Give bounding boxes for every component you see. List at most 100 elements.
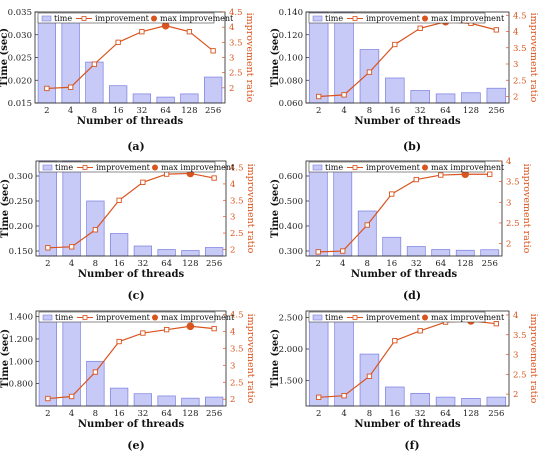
improvement-marker	[67, 84, 74, 90]
plot-frame	[35, 310, 227, 407]
left-tick-label: 0.020	[8, 76, 32, 86]
time-bar	[308, 316, 329, 407]
x-tick-label: 2	[45, 259, 50, 269]
y-axis-label: Time (sec)	[270, 179, 281, 238]
legend-time-swatch	[41, 15, 52, 22]
time-bar	[181, 397, 200, 407]
time-bar	[382, 236, 402, 257]
right-tick-label: 3.5	[230, 196, 244, 206]
left-tick-label: 0.250	[9, 197, 33, 207]
improvement-marker	[487, 171, 493, 177]
time-bar	[133, 393, 153, 407]
x-tick-label: 16	[114, 259, 125, 269]
x-tick-label: 16	[389, 409, 400, 419]
improvement-line	[318, 173, 490, 253]
y-axis-label: Time (sec)	[0, 329, 11, 388]
left-tick-label: 0.030	[8, 31, 32, 41]
x-tick-label: 256	[206, 259, 222, 269]
time-bar	[308, 165, 328, 257]
right-tick-label: 4	[513, 28, 518, 38]
right-tick-label: 3.5	[229, 38, 243, 48]
improvement-marker	[92, 369, 99, 375]
x-tick-label: 32	[137, 409, 148, 419]
max-improvement-point	[161, 21, 170, 30]
time-bar	[334, 316, 354, 407]
legend-improvement-marker	[81, 16, 87, 21]
legend-time-swatch	[42, 314, 53, 321]
y-right-axis-label: improvement ratio	[528, 13, 539, 103]
improvement-line	[47, 172, 215, 249]
x-tick-label: 128	[182, 259, 198, 269]
x-axis-label: Number of threads	[78, 269, 185, 280]
improvement-line	[46, 25, 214, 90]
improvement-marker	[68, 393, 75, 400]
y-right-axis-label: improvement ratio	[245, 164, 256, 254]
x-tick-label: 4	[341, 106, 346, 116]
improvement-marker	[45, 395, 51, 402]
improvement-marker	[340, 248, 346, 254]
legend-max-marker	[422, 15, 428, 22]
time-bar	[410, 90, 430, 104]
time-bar	[109, 387, 129, 407]
right-tick-label: 4	[229, 23, 234, 33]
legend-improvement-marker	[352, 16, 358, 21]
improvement-marker	[163, 327, 170, 333]
legend-time-swatch	[42, 164, 53, 171]
improvement-marker	[493, 321, 499, 327]
right-tick-label: 3	[230, 213, 235, 223]
y-right-axis-label: improvement ratio	[245, 314, 256, 404]
chart-panel-1: 0.015 0.020 0.025 0.030 0.035 2 2.5 3 3.5 4 4.5 2 4 8…	[0, 8, 255, 153]
x-axis-label: Number of threads	[351, 269, 458, 280]
improvement-marker	[210, 48, 216, 54]
right-tick-label: 4	[513, 311, 518, 321]
right-tick-label: 3.5	[513, 44, 527, 54]
left-tick-label: 0.060	[279, 99, 303, 109]
x-tick-label: 2	[316, 259, 321, 269]
right-tick-label: 3	[229, 54, 234, 64]
improvement-marker	[315, 249, 321, 255]
x-tick-label: 8	[93, 409, 98, 419]
x-tick-label: 32	[411, 259, 422, 269]
improvement-marker	[116, 197, 122, 203]
improvement-marker	[392, 41, 398, 48]
time-bar	[333, 165, 353, 257]
legend-improvement-marker	[352, 165, 358, 170]
improvement-marker	[417, 25, 423, 31]
x-axis-label: Number of threads	[354, 419, 461, 430]
right-tick-label: 3.5	[230, 344, 244, 354]
improvement-marker	[44, 85, 50, 92]
improvement-marker	[140, 179, 146, 185]
time-bar	[461, 92, 481, 104]
x-axis-label: Number of threads	[77, 116, 184, 127]
legend-box	[38, 161, 216, 173]
legend-max-label: max improvement	[160, 14, 234, 23]
time-bar	[406, 246, 426, 257]
legend-max-marker	[152, 314, 158, 321]
x-tick-label: 32	[136, 106, 147, 116]
chart-panel-5: 0.800 1.000 1.200 1.400 2 2.5 3 3.5 4 4.5 2 4 8 16 32 6…	[0, 310, 256, 452]
right-tick-label: 4	[230, 327, 235, 337]
improvement-marker	[417, 328, 423, 334]
improvement-marker	[140, 330, 146, 336]
improvement-marker	[438, 172, 444, 178]
x-tick-label: 64	[161, 259, 172, 269]
x-tick-label: 16	[113, 106, 124, 116]
legend-max-label: max improvement	[431, 163, 505, 172]
improvement-marker	[392, 338, 398, 344]
y-right-axis-label: improvement ratio	[521, 164, 532, 254]
panel-caption: (b)	[403, 140, 421, 153]
time-bar	[109, 233, 129, 257]
right-tick-label: 2.5	[229, 69, 243, 79]
y-axis-label: Time (sec)	[270, 329, 281, 388]
time-bar	[461, 398, 481, 407]
legend-improvement-marker	[82, 315, 88, 320]
time-bar	[435, 396, 456, 407]
legend-improvement-marker	[352, 315, 358, 320]
right-tick-label: 3	[513, 351, 518, 361]
legend-box	[308, 12, 486, 24]
improvement-marker	[211, 175, 217, 181]
improvement-marker	[116, 338, 122, 345]
right-tick-label: 2	[513, 390, 518, 400]
left-tick-label: 0.800	[9, 380, 33, 390]
x-tick-label: 64	[160, 106, 171, 116]
